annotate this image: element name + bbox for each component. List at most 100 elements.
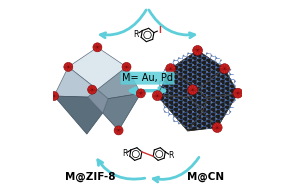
Circle shape xyxy=(206,81,208,82)
Circle shape xyxy=(64,62,73,71)
Circle shape xyxy=(234,94,236,96)
Text: R: R xyxy=(134,30,139,39)
Circle shape xyxy=(230,97,231,98)
Circle shape xyxy=(173,60,175,61)
Circle shape xyxy=(220,83,222,84)
Circle shape xyxy=(220,74,222,75)
Circle shape xyxy=(225,104,227,106)
Circle shape xyxy=(173,78,175,80)
Circle shape xyxy=(187,99,189,101)
Circle shape xyxy=(178,123,180,124)
Circle shape xyxy=(211,102,212,103)
Circle shape xyxy=(211,116,212,117)
Circle shape xyxy=(192,88,194,89)
Circle shape xyxy=(173,120,175,122)
Circle shape xyxy=(211,74,212,75)
Circle shape xyxy=(197,113,199,115)
Circle shape xyxy=(215,76,217,77)
Circle shape xyxy=(215,104,217,106)
Circle shape xyxy=(211,125,212,127)
Circle shape xyxy=(173,74,175,75)
Circle shape xyxy=(230,74,231,75)
Circle shape xyxy=(197,118,199,120)
Circle shape xyxy=(164,78,166,80)
Circle shape xyxy=(220,64,230,74)
Circle shape xyxy=(169,94,170,96)
Circle shape xyxy=(215,109,217,110)
Circle shape xyxy=(197,90,199,91)
Circle shape xyxy=(159,81,161,82)
Circle shape xyxy=(187,118,189,120)
Text: R: R xyxy=(122,149,128,158)
Circle shape xyxy=(197,109,199,110)
Circle shape xyxy=(230,69,231,70)
Circle shape xyxy=(178,104,180,106)
Circle shape xyxy=(178,76,180,77)
Circle shape xyxy=(215,62,217,64)
Circle shape xyxy=(220,106,222,108)
Circle shape xyxy=(220,92,222,94)
Circle shape xyxy=(206,53,208,54)
Circle shape xyxy=(197,71,199,73)
Circle shape xyxy=(192,106,194,108)
Circle shape xyxy=(234,90,236,91)
Circle shape xyxy=(187,127,189,129)
Circle shape xyxy=(159,85,161,87)
Circle shape xyxy=(183,116,184,117)
Circle shape xyxy=(183,60,184,61)
Circle shape xyxy=(215,71,217,73)
Circle shape xyxy=(187,81,189,82)
Circle shape xyxy=(201,78,203,80)
Circle shape xyxy=(230,78,231,80)
Circle shape xyxy=(215,94,217,96)
Circle shape xyxy=(187,67,189,68)
Circle shape xyxy=(201,64,203,66)
Circle shape xyxy=(187,62,189,64)
Circle shape xyxy=(183,92,184,94)
Circle shape xyxy=(159,90,161,91)
Circle shape xyxy=(192,60,194,61)
Circle shape xyxy=(192,120,194,122)
Circle shape xyxy=(169,104,170,106)
Circle shape xyxy=(201,83,203,84)
Circle shape xyxy=(201,60,203,61)
Circle shape xyxy=(211,78,212,80)
Circle shape xyxy=(206,90,208,91)
Circle shape xyxy=(192,55,194,57)
Polygon shape xyxy=(103,93,141,130)
Circle shape xyxy=(173,102,175,103)
Circle shape xyxy=(122,62,131,71)
Circle shape xyxy=(201,97,203,98)
Circle shape xyxy=(197,53,199,54)
Circle shape xyxy=(201,88,203,89)
Polygon shape xyxy=(54,96,103,134)
Circle shape xyxy=(220,60,222,61)
Circle shape xyxy=(201,102,203,103)
Circle shape xyxy=(114,126,123,135)
Circle shape xyxy=(230,111,231,113)
Circle shape xyxy=(206,99,208,101)
Circle shape xyxy=(230,88,231,89)
Circle shape xyxy=(183,111,184,113)
Circle shape xyxy=(136,89,145,98)
Circle shape xyxy=(169,85,170,87)
Circle shape xyxy=(197,81,199,82)
Circle shape xyxy=(192,111,194,113)
Circle shape xyxy=(230,106,231,108)
Circle shape xyxy=(225,113,227,115)
Circle shape xyxy=(173,97,175,98)
Circle shape xyxy=(225,99,227,101)
Circle shape xyxy=(215,81,217,82)
Circle shape xyxy=(220,64,222,66)
Circle shape xyxy=(169,81,170,82)
Circle shape xyxy=(211,60,212,61)
Circle shape xyxy=(164,88,166,89)
Circle shape xyxy=(197,76,199,77)
Circle shape xyxy=(206,104,208,106)
Circle shape xyxy=(230,83,231,84)
Circle shape xyxy=(201,69,203,70)
Circle shape xyxy=(206,109,208,110)
Circle shape xyxy=(164,97,166,98)
Circle shape xyxy=(201,125,203,127)
Circle shape xyxy=(187,113,189,115)
